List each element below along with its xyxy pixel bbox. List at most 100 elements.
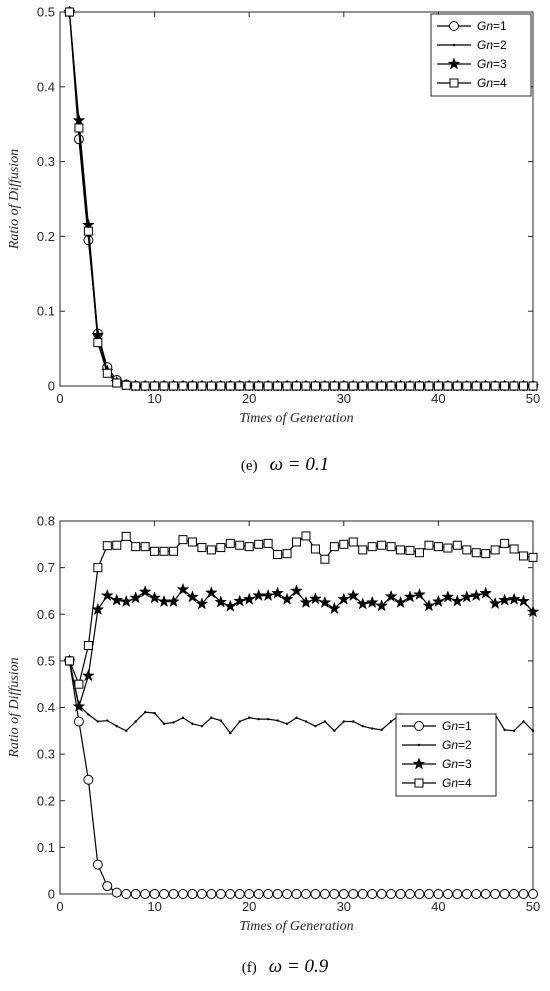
data-point [83,640,93,650]
x-tick-label: 40 [431,899,445,914]
series-gn1 [64,655,538,899]
data-point [115,724,118,728]
data-point [248,716,251,719]
data-point [187,537,197,547]
x-tick-label: 30 [337,899,351,914]
data-point [405,381,415,391]
data-point [499,889,510,899]
data-point [271,586,285,599]
data-point [96,720,100,723]
x-axis-label: Times of Generation [239,919,353,934]
data-point [479,586,493,599]
data-point [380,728,383,732]
data-point [285,722,289,726]
legend-marker [449,21,459,31]
data-point [159,546,169,556]
data-point [356,597,370,610]
data-point [300,889,311,899]
data-point [503,728,506,732]
data-point [74,123,84,133]
x-tick-label: 40 [431,391,445,406]
data-point [423,889,434,899]
legend-marker [412,757,426,770]
data-point [500,381,510,391]
y-tick-label: 0.3 [37,747,55,762]
data-point [263,889,274,899]
data-point [443,543,453,553]
data-point [214,595,228,608]
data-point [301,381,311,391]
data-point [177,889,188,899]
data-point [195,597,209,610]
y-tick-label: 0.4 [37,700,55,715]
data-point [74,679,84,689]
data-point [531,729,535,733]
data-point [389,720,393,723]
data-point [396,545,406,555]
x-tick-label: 30 [337,391,351,406]
data-point [424,381,434,391]
data-point [238,720,241,723]
data-point [431,594,445,608]
legend-label: Gn=4 [477,76,507,90]
data-point [370,727,374,730]
data-point [143,710,147,714]
data-point [310,889,321,899]
data-point [102,368,112,378]
data-point [386,542,396,552]
data-point [254,539,264,549]
data-point [219,719,223,722]
data-point [329,889,340,899]
data-point [490,381,500,391]
data-point [509,381,519,391]
y-tick-label: 0.3 [37,154,55,169]
data-point [337,592,351,605]
data-point [169,546,179,556]
data-point [339,539,349,549]
data-point [159,889,170,899]
data-point [450,594,464,607]
data-point [509,544,519,554]
data-point [282,549,292,559]
series-gn3 [63,582,540,713]
data-point [488,596,502,609]
data-point [64,7,74,17]
data-point [414,381,424,391]
y-tick-label: 0 [48,379,55,394]
data-point [282,381,292,391]
data-point [176,582,190,596]
data-point [140,889,151,899]
data-point [394,595,407,609]
data-point [134,720,137,723]
data-point [386,381,396,391]
data-point [314,724,317,728]
data-point [81,669,95,682]
data-point [235,540,245,550]
data-point [522,720,525,723]
data-point [273,550,283,560]
data-point [125,729,128,733]
data-point [244,381,254,391]
data-point [187,889,198,899]
x-tick-label: 20 [242,899,256,914]
data-point [405,545,415,555]
data-point [452,889,463,899]
data-point [481,549,491,559]
legend-label: Gn=3 [477,57,507,71]
data-point [308,592,322,605]
data-point [225,889,236,899]
data-point [138,585,152,598]
data-point [159,381,169,391]
data-point [169,381,179,391]
data-point [348,537,358,547]
legend-label: Gn=3 [442,757,472,771]
data-point [310,544,320,554]
series-gn4 [64,531,538,689]
data-point [338,889,349,899]
data-point [148,591,162,604]
data-point [329,381,339,391]
y-tick-label: 0.5 [37,653,55,668]
data-point [346,588,360,602]
legend-marker [452,43,456,47]
data-point [206,545,216,555]
